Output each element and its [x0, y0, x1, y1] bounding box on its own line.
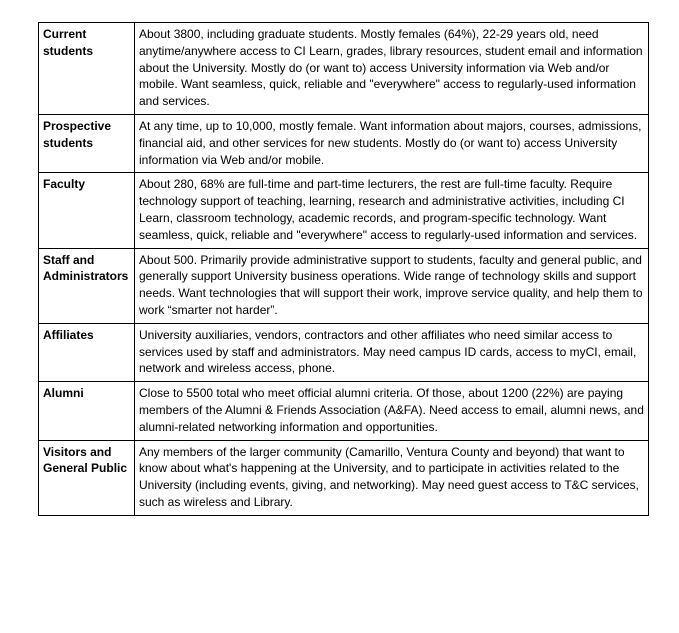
row-description: About 3800, including graduate students.… [135, 23, 649, 115]
row-label: Visitors and General Public [39, 440, 135, 515]
row-description: Any members of the larger community (Cam… [135, 440, 649, 515]
table-row: Faculty About 280, 68% are full-time and… [39, 173, 649, 248]
audience-table-body: Current students About 3800, including g… [39, 23, 649, 516]
table-row: Current students About 3800, including g… [39, 23, 649, 115]
table-row: Prospective students At any time, up to … [39, 114, 649, 172]
table-row: Visitors and General Public Any members … [39, 440, 649, 515]
row-description: At any time, up to 10,000, mostly female… [135, 114, 649, 172]
row-label: Current students [39, 23, 135, 115]
row-description: About 500. Primarily provide administrat… [135, 248, 649, 323]
audience-table: Current students About 3800, including g… [38, 22, 649, 516]
row-description: University auxiliaries, vendors, contrac… [135, 323, 649, 381]
row-description: Close to 5500 total who meet official al… [135, 382, 649, 440]
row-description: About 280, 68% are full-time and part-ti… [135, 173, 649, 248]
table-row: Alumni Close to 5500 total who meet offi… [39, 382, 649, 440]
table-row: Staff and Administrators About 500. Prim… [39, 248, 649, 323]
table-row: Affiliates University auxiliaries, vendo… [39, 323, 649, 381]
row-label: Faculty [39, 173, 135, 248]
row-label: Prospective students [39, 114, 135, 172]
row-label: Staff and Administrators [39, 248, 135, 323]
page-container: Current students About 3800, including g… [0, 0, 679, 538]
row-label: Affiliates [39, 323, 135, 381]
row-label: Alumni [39, 382, 135, 440]
